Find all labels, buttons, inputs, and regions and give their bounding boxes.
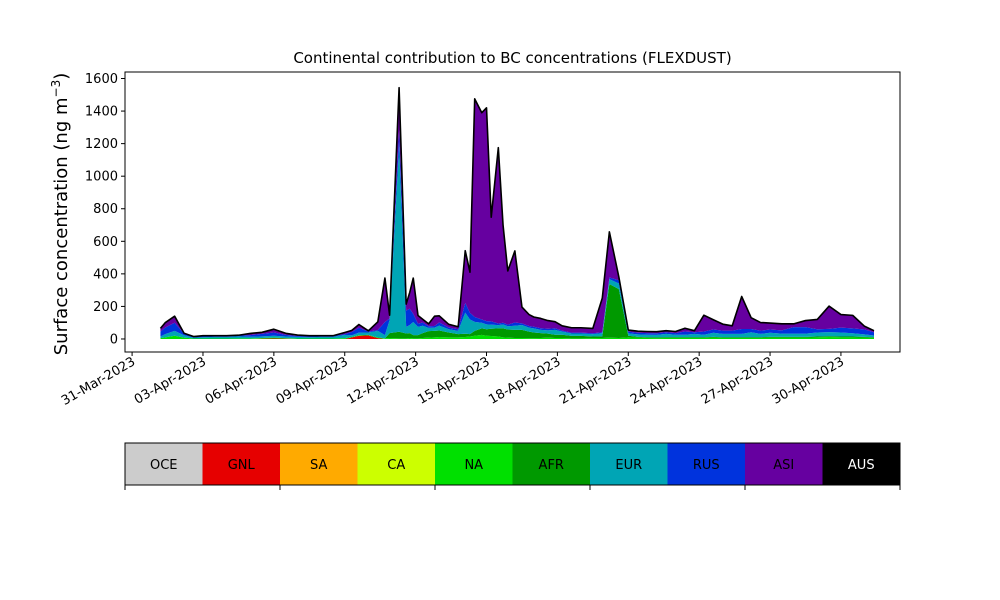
y-axis: 0 200 400 600 800 1000 1200 1400 1600 (85, 72, 125, 347)
x-tick-label: 30-Apr-2023 (770, 354, 847, 407)
area-na (160, 334, 875, 339)
legend-label-aus: AUS (848, 458, 875, 473)
y-tick-label: 0 (110, 332, 118, 347)
x-tick-label: 31-Mar-2023 (59, 354, 138, 408)
legend-label-afr: AFR (539, 458, 564, 473)
x-tick-label: 15-Apr-2023 (415, 354, 492, 407)
x-tick-label: 18-Apr-2023 (486, 354, 563, 407)
legend-swatch-eur (590, 443, 668, 485)
total-outline (159, 86, 875, 338)
legend-label-ca: CA (387, 458, 405, 473)
x-tick-label: 12-Apr-2023 (345, 354, 422, 407)
y-axis-label-exponent: −3 (49, 80, 63, 98)
legend-swatch-asi (745, 443, 823, 485)
legend-swatch-sa (280, 443, 358, 485)
x-axis: 31-Mar-202303-Apr-202306-Apr-202309-Apr-… (59, 352, 847, 409)
y-axis-label-main: Surface concentration (ng m (51, 97, 72, 355)
legend-swatch-ca (357, 443, 436, 485)
y-axis-label-close: ) (51, 73, 72, 80)
x-tick-label: 24-Apr-2023 (628, 354, 705, 407)
legend-swatch-gnl (202, 443, 281, 485)
y-axis-label: Surface concentration (ng m−3) (49, 73, 72, 356)
x-tick-label: 09-Apr-2023 (274, 354, 351, 407)
y-tick-label: 400 (93, 267, 118, 282)
area-asi (160, 87, 875, 337)
legend-swatch-afr (512, 443, 591, 485)
x-tick-label: 03-Apr-2023 (132, 354, 209, 407)
x-tick-label: 06-Apr-2023 (203, 354, 280, 407)
y-tick-label: 1400 (85, 105, 118, 120)
legend-label-gnl: GNL (228, 458, 256, 473)
legend-swatch-rus (667, 443, 746, 485)
x-tick-label: 27-Apr-2023 (699, 354, 776, 407)
legend-label-oce: OCE (150, 458, 178, 473)
y-tick-label: 1000 (85, 170, 118, 185)
y-tick-label: 800 (93, 202, 118, 217)
legend-label-rus: RUS (693, 458, 720, 473)
legend-label-asi: ASI (773, 458, 794, 473)
y-tick-label: 1600 (85, 72, 118, 87)
legend-label-sa: SA (310, 458, 327, 473)
x-tick-label: 21-Apr-2023 (557, 354, 634, 407)
legend: OCE GNL SA CA NA AFR EUR RUS ASI AUS (124, 442, 901, 490)
legend-label-eur: EUR (615, 458, 642, 473)
y-tick-label: 200 (93, 300, 118, 315)
legend-swatch-aus (822, 443, 901, 485)
y-tick-label: 600 (93, 235, 118, 250)
plot-area (159, 86, 875, 339)
legend-frame (124, 442, 901, 486)
legend-swatch-na (435, 443, 513, 485)
legend-label-na: NA (464, 458, 483, 473)
axes-frame (124, 71, 901, 353)
y-tick-label: 1200 (85, 137, 118, 152)
chart-title: Continental contribution to BC concentra… (293, 49, 731, 67)
legend-swatch-oce (125, 443, 203, 485)
